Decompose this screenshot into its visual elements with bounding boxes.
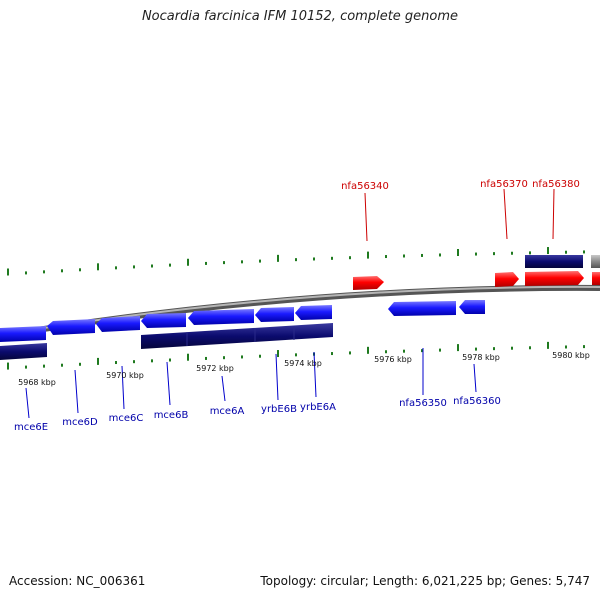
leader-yrbE6B <box>275 353 279 401</box>
genome-summary-text: Topology: circular; Length: 6,021,225 bp… <box>260 574 590 588</box>
map-title: Nocardia farcinica IFM 10152, complete g… <box>141 9 459 24</box>
tick-label-5968: 5968 kbp <box>18 378 56 387</box>
label-mce6C[interactable]: mce6C <box>109 413 144 424</box>
gene-yrbE6B[interactable] <box>255 307 294 322</box>
gray-feature-upper[interactable] <box>591 255 600 268</box>
tick-label-5970: 5970 kbp <box>106 371 144 380</box>
gene-nfa56370[interactable] <box>495 272 519 287</box>
leader-mce6D <box>74 369 79 414</box>
inner-tick-row <box>7 341 585 370</box>
label-yrbE6B[interactable]: yrbE6B <box>261 404 297 415</box>
forward-gene-labels: nfa56340 nfa56370 nfa56380 <box>341 179 580 242</box>
gene-mce6A[interactable] <box>188 309 254 325</box>
forward-strand-genes <box>353 271 600 290</box>
outer-tick-row <box>7 247 585 276</box>
gene-mce6E[interactable] <box>0 326 46 342</box>
leader-mce6C <box>121 365 125 410</box>
dark-feature-middle[interactable] <box>141 323 333 349</box>
leader-nfa56380 <box>552 188 555 240</box>
label-mce6E[interactable]: mce6E <box>14 422 48 433</box>
gene-nfa56380[interactable] <box>525 271 584 286</box>
leader-mce6B <box>166 361 171 406</box>
reverse-strand-genes <box>0 300 485 342</box>
leader-nfa56360 <box>473 363 477 393</box>
gene-right-edge[interactable] <box>592 272 600 285</box>
label-nfa56360[interactable]: nfa56360 <box>453 396 501 407</box>
gene-mce6C[interactable] <box>96 316 140 332</box>
label-mce6D[interactable]: mce6D <box>62 417 98 428</box>
label-nfa56340[interactable]: nfa56340 <box>341 181 389 192</box>
leader-mce6A <box>221 375 226 402</box>
leader-nfa56370 <box>503 188 508 240</box>
leader-yrbE6A <box>313 351 317 398</box>
gene-mce6D[interactable] <box>47 319 95 335</box>
gene-yrbE6A[interactable] <box>295 305 332 320</box>
kbp-axis-labels: 5968 kbp 5970 kbp 5972 kbp 5974 kbp 5976… <box>18 351 590 387</box>
tick-label-5978: 5978 kbp <box>462 353 500 362</box>
accession-text: Accession: NC_006361 <box>9 574 146 588</box>
forward-dark-features <box>525 255 600 268</box>
leader-mce6E <box>25 387 30 419</box>
dark-feature-upper[interactable] <box>525 255 583 268</box>
reverse-dark-features <box>0 323 333 360</box>
dark-feature-left[interactable] <box>0 343 47 360</box>
tick-label-5980: 5980 kbp <box>552 351 590 360</box>
label-nfa56370[interactable]: nfa56370 <box>480 179 528 190</box>
tick-label-5976: 5976 kbp <box>374 355 412 364</box>
label-yrbE6A[interactable]: yrbE6A <box>300 402 336 413</box>
leader-nfa56340 <box>364 192 368 242</box>
reverse-gene-labels: mce6E mce6D mce6C mce6B mce6A yrbE6B yrb… <box>14 348 501 433</box>
gene-nfa56340[interactable] <box>353 276 384 290</box>
gene-nfa56350[interactable] <box>388 301 456 316</box>
label-nfa56380[interactable]: nfa56380 <box>532 179 580 190</box>
label-mce6B[interactable]: mce6B <box>154 410 189 421</box>
label-nfa56350[interactable]: nfa56350 <box>399 398 447 409</box>
tick-label-5974: 5974 kbp <box>284 359 322 368</box>
gene-mce6B[interactable] <box>141 313 186 328</box>
label-mce6A[interactable]: mce6A <box>210 406 245 417</box>
tick-label-5972: 5972 kbp <box>196 364 234 373</box>
gene-nfa56360[interactable] <box>459 300 485 314</box>
